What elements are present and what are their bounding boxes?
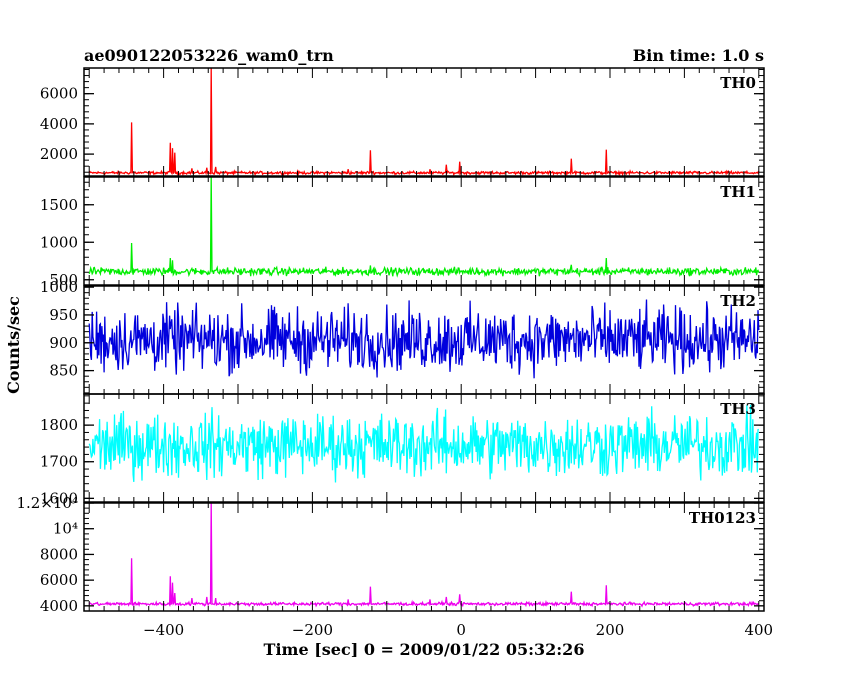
y-tick-label: 1500 <box>40 196 78 214</box>
y-tick-label: 1800 <box>40 416 78 434</box>
panel-label-th2: TH2 <box>720 292 756 310</box>
y-tick-label: 6000 <box>40 571 78 589</box>
y-tick-label: 1700 <box>40 453 78 471</box>
y-tick-label: 1.2×10⁴ <box>16 494 78 512</box>
panel-th3: TH3 1600 1700 1800 <box>40 393 765 507</box>
panel-label-th0: TH0 <box>720 74 756 92</box>
y-axis-label: Counts/sec <box>4 296 23 394</box>
y-tick-label: 500 <box>49 271 78 289</box>
panel-label-th0123: TH0123 <box>689 509 756 527</box>
panel-frame <box>83 502 765 612</box>
y-tick-label: 4000 <box>40 597 78 615</box>
y-tick-label: 900 <box>49 334 78 352</box>
y-tick-label: 1000 <box>40 278 78 296</box>
x-tick-label: 400 <box>744 621 773 639</box>
panel-frame <box>83 176 765 286</box>
x-axis-label: Time [sec] 0 = 2009/01/22 05:32:26 <box>264 640 585 659</box>
panel-th0123: TH0123 4000 6000 8000 10⁴ 1.2×10⁴ <box>16 494 765 615</box>
series-line-th0123 <box>88 502 760 608</box>
panel-th0: TH0 2000 4000 6000 <box>40 67 765 177</box>
y-tick-label: 10⁴ <box>53 520 78 538</box>
series-line-th1 <box>88 176 760 278</box>
y-tick-label: 1600 <box>40 489 78 507</box>
y-tick-label: 2000 <box>40 145 78 163</box>
panel-th2: TH2 850 900 950 1000 <box>40 278 765 395</box>
panel-label-th1: TH1 <box>720 183 756 201</box>
y-tick-label: 8000 <box>40 545 78 563</box>
panel-frame <box>83 393 765 503</box>
y-tick-label: 4000 <box>40 115 78 133</box>
y-tick-label: 6000 <box>40 85 78 103</box>
series-line-th2 <box>88 299 760 379</box>
panels-layer: TH0200040006000TH150010001500TH285090095… <box>16 67 773 639</box>
panel-th1: TH1 500 1000 1500 <box>40 176 765 289</box>
x-tick-label: −400 <box>143 621 184 639</box>
panel-frame <box>83 67 765 177</box>
chart-title: ae090122053226_wam0_trn <box>84 46 334 65</box>
x-tick-label: −200 <box>292 621 333 639</box>
y-tick-label: 1000 <box>40 233 78 251</box>
panel-label-th3: TH3 <box>720 400 756 418</box>
series-line-th3 <box>88 404 760 483</box>
y-tick-label: 850 <box>49 362 78 380</box>
x-tick-label: 0 <box>456 621 466 639</box>
chart-subtitle: Bin time: 1.0 s <box>633 46 764 65</box>
x-tick-label: 200 <box>596 621 625 639</box>
series-line-th0 <box>88 67 760 177</box>
y-tick-label: 950 <box>49 306 78 324</box>
